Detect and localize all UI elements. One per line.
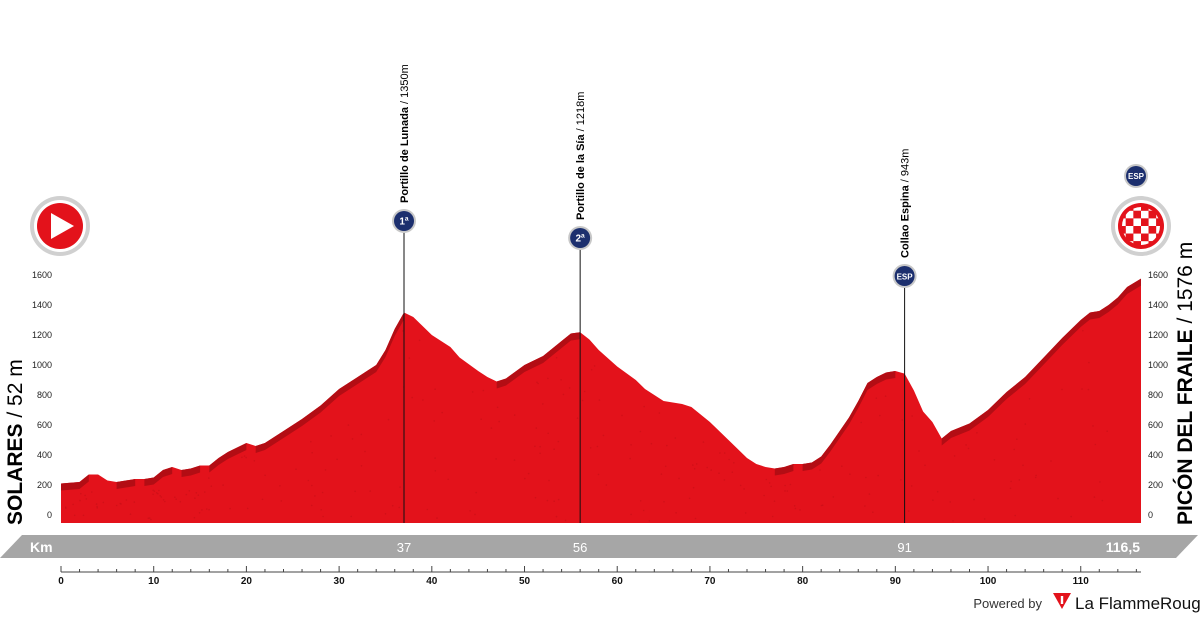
x-tick-label: 30 (334, 576, 346, 587)
climb-marker: 2ª Portillo de la Sía / 1218m (568, 92, 593, 523)
km-band: Km 37 56 91 116,5 (0, 535, 1198, 558)
powered-by-text: Powered by (973, 596, 1042, 611)
climb-name-label: Portillo de la Sía / 1218m (575, 92, 587, 220)
x-tick-label: 40 (426, 576, 438, 587)
x-tick-label: 10 (148, 576, 160, 587)
finish-label: PICÓN DEL FRAILE / 1576 m (1173, 242, 1197, 525)
climb-marker: ESP Collao Espina / 943m (892, 149, 917, 523)
climb-category-icon (570, 228, 591, 248)
x-tick-label: 90 (890, 576, 902, 587)
finish-name: PICÓN DEL FRAILE (1173, 329, 1197, 525)
climb-name-label: Portillo de Lunada / 1350m (399, 64, 411, 203)
climb-markers: 1ª Portillo de Lunada / 1350m 2ª Portillo d… (392, 64, 917, 523)
y-tick-label-right: 1000 (1148, 360, 1168, 370)
climb-name-label: Collao Espina / 943m (900, 149, 912, 258)
y-tick-label-right: 600 (1148, 420, 1163, 430)
x-tick-label: 50 (519, 576, 531, 587)
y-tick-label-left: 200 (37, 480, 52, 490)
climb-altitude: / 943m (900, 149, 912, 186)
climb-badge-label: 2ª (576, 234, 586, 245)
y-tick-label-right: 0 (1148, 510, 1153, 520)
x-tick-label: 60 (612, 576, 624, 587)
climb-badge-label: ESP (897, 273, 914, 282)
km-band-mark: 37 (397, 540, 411, 555)
climb-name: Collao Espina (900, 184, 912, 258)
km-band-mark: 91 (897, 540, 911, 555)
km-band-marks: 37 56 91 (397, 540, 912, 555)
start-altitude: 52 m (4, 359, 27, 406)
x-axis: 0 10 20 30 40 50 60 70 80 90 100 110 (58, 566, 1141, 587)
y-axis-left: 0 200 400 600 800 1000 1200 1400 1600 (32, 270, 52, 520)
y-tick-label-right: 400 (1148, 450, 1163, 460)
y-tick-label-left: 400 (37, 450, 52, 460)
km-band-end: 116,5 (1106, 539, 1140, 555)
profile-side-shading (61, 278, 1141, 491)
finish-badge-label: ESP (1128, 172, 1145, 181)
x-tick-label: 100 (980, 576, 997, 587)
y-tick-label-left: 1200 (32, 330, 52, 340)
y-tick-label-left: 1000 (32, 360, 52, 370)
y-tick-label-left: 600 (37, 420, 52, 430)
y-tick-label-right: 1600 (1148, 270, 1168, 280)
y-tick-label-right: 1200 (1148, 330, 1168, 340)
y-tick-label-left: 1600 (32, 270, 52, 280)
start-label: SOLARES / 52 m (4, 359, 27, 525)
start-name: SOLARES (4, 423, 27, 525)
y-tick-label-left: 0 (47, 510, 52, 520)
start-icon (30, 196, 90, 256)
y-tick-label-right: 1400 (1148, 300, 1168, 310)
y-axis-right: 0 200 400 600 800 1000 1200 1400 1600 (1148, 270, 1168, 520)
flamme-rouge-logo-icon (1053, 593, 1071, 609)
climb-marker: 1ª Portillo de Lunada / 1350m (392, 64, 417, 523)
km-band-label: Km (30, 539, 53, 555)
km-band-bar (0, 535, 1198, 558)
profile-area (61, 278, 1141, 523)
x-tick-label: 20 (241, 576, 253, 587)
y-tick-label-right: 200 (1148, 480, 1163, 490)
finish-altitude: 1576 m (1174, 242, 1197, 312)
climb-altitude: / 1218m (575, 92, 587, 135)
x-tick-label: 110 (1073, 576, 1090, 587)
climb-category-icon (394, 211, 415, 231)
x-tick-label: 80 (797, 576, 809, 587)
climb-name: Portillo de Lunada (399, 106, 411, 203)
climb-badge-label: 1ª (399, 217, 409, 228)
y-tick-label-left: 1400 (32, 300, 52, 310)
climb-category-icon (894, 266, 915, 286)
elevation-profile (61, 278, 1141, 523)
climb-altitude: / 1350m (399, 64, 411, 107)
climb-name: Portillo de la Sía (575, 134, 587, 220)
finish-icon (1111, 196, 1171, 256)
x-tick-label: 70 (704, 576, 716, 587)
y-tick-label-right: 800 (1148, 390, 1163, 400)
brand-name: La FlammeRouge (1075, 594, 1200, 613)
y-tick-label-left: 800 (37, 390, 52, 400)
finish-badge: ESP (1124, 164, 1148, 188)
km-band-mark: 56 (573, 540, 587, 555)
x-tick-label: 0 (58, 576, 64, 587)
